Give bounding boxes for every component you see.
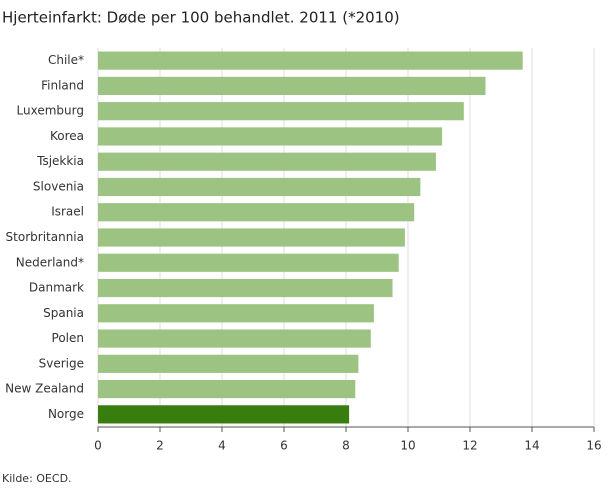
y-tick-label: Storbritannia [6, 230, 84, 244]
x-tick-label: 4 [218, 439, 226, 453]
source: Kilde: OECD. [2, 472, 72, 485]
x-tick-label: 6 [280, 439, 288, 453]
bar [98, 76, 486, 95]
y-tick-label: Spania [43, 306, 84, 320]
bar [98, 102, 464, 121]
bar [98, 405, 350, 424]
bar [98, 203, 415, 222]
bar [98, 253, 399, 272]
bar [98, 329, 371, 348]
x-tick-label: 16 [586, 439, 601, 453]
y-tick-label: Israel [51, 205, 84, 219]
y-tick-label: Sverige [39, 356, 84, 370]
y-tick-label: Luxemburg [17, 104, 84, 118]
chart-title: Hjerteinfarkt: Døde per 100 behandlet. 2… [2, 9, 400, 27]
y-tick-label: Polen [52, 331, 84, 345]
bar [98, 278, 393, 298]
bar [98, 51, 523, 70]
bar [98, 304, 374, 323]
y-tick-label: Finland [41, 78, 84, 92]
y-tick-label: Korea [50, 129, 84, 143]
bar [98, 152, 436, 171]
x-tick-label: 8 [342, 439, 350, 453]
bar [98, 228, 405, 247]
y-tick-label: Tsjekkia [36, 154, 84, 168]
y-tick-label: Nederland* [16, 255, 84, 269]
x-tick-label: 10 [400, 439, 415, 453]
y-tick-label: Slovenia [33, 179, 84, 193]
x-tick-label: 12 [462, 439, 477, 453]
x-tick-label: 2 [156, 439, 164, 453]
bar [98, 354, 359, 373]
y-tick-label: Danmark [29, 281, 84, 295]
bar [98, 127, 443, 146]
x-tick-label: 14 [524, 439, 539, 453]
x-tick-label: 0 [94, 439, 102, 453]
y-tick-label: Chile* [48, 53, 84, 67]
bar [98, 177, 421, 197]
y-tick-label: New Zealand [5, 382, 84, 396]
bar [98, 380, 356, 399]
y-tick-label: Norge [48, 407, 84, 421]
